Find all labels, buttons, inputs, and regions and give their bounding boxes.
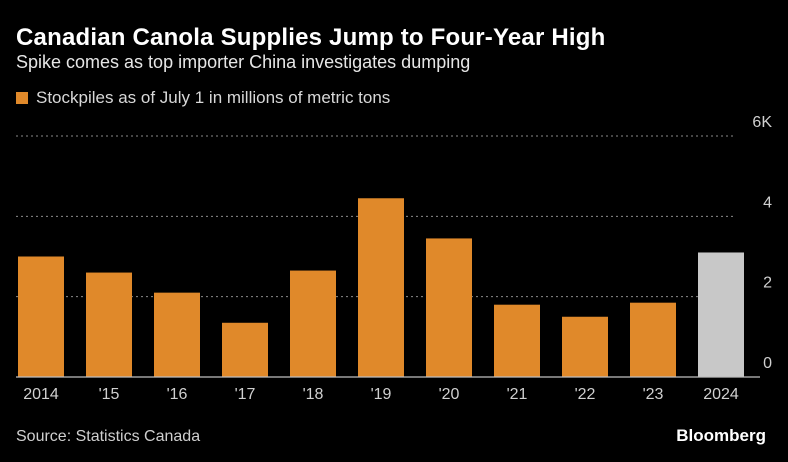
x-tick-label: '16 (167, 386, 188, 403)
y-tick-label: 2 (763, 275, 772, 292)
x-tick-label: '20 (439, 386, 460, 403)
x-tick-label: '15 (99, 386, 120, 403)
bar-3 (222, 322, 268, 377)
legend: Stockpiles as of July 1 in millions of m… (16, 88, 390, 108)
chart-subtitle: Spike comes as top importer China invest… (16, 52, 471, 72)
x-tick-label: 2014 (23, 386, 59, 403)
bar-4 (290, 270, 336, 377)
legend-swatch (16, 92, 28, 104)
bar-1 (86, 272, 132, 377)
x-tick-label: '17 (235, 386, 256, 403)
x-tick-label: '19 (371, 386, 392, 403)
y-tick-label: 4 (763, 194, 772, 211)
y-tick-label: 0 (763, 355, 772, 372)
y-tick-label: 6K (752, 114, 772, 131)
x-tick-label: '18 (303, 386, 324, 403)
x-tick-label: '21 (507, 386, 528, 403)
bar-5 (358, 198, 404, 377)
x-tick-label: '22 (575, 386, 596, 403)
bar-0 (18, 256, 64, 377)
bar-10 (698, 252, 744, 377)
chart-title: Canadian Canola Supplies Jump to Four-Ye… (16, 24, 606, 51)
bar-6 (426, 238, 472, 377)
x-tick-label: '23 (643, 386, 664, 403)
bar-7 (494, 304, 540, 377)
x-tick-label: 2024 (703, 386, 739, 403)
bloomberg-logo: Bloomberg (676, 426, 766, 445)
legend-label: Stockpiles as of July 1 in millions of m… (36, 88, 391, 107)
bar-8 (562, 316, 608, 377)
bar-9 (630, 302, 676, 377)
bar-2 (154, 292, 200, 377)
source-note: Source: Statistics Canada (16, 428, 201, 445)
